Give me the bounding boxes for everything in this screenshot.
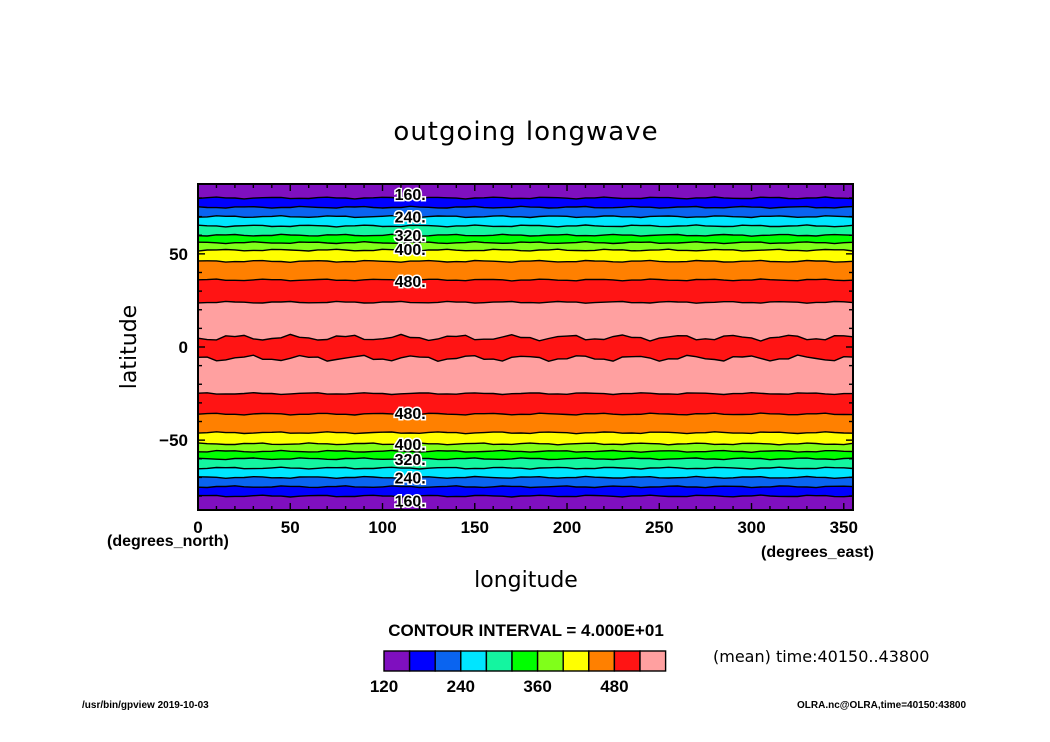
contour-band-16 xyxy=(198,442,853,453)
contour-line-8 xyxy=(197,278,854,282)
x-tick-label: 50 xyxy=(281,518,300,537)
footer-right: OLRA.nc@OLRA,time=40150:43800 xyxy=(797,700,966,711)
contour-line-3 xyxy=(197,224,854,228)
colorbar-cell-8 xyxy=(588,650,616,672)
contour-band-0 xyxy=(198,184,853,199)
x-units-label: (degrees_east) xyxy=(761,544,874,561)
contour-band-2 xyxy=(198,206,853,218)
contour-line-16 xyxy=(197,449,854,454)
x-tick-label: 100 xyxy=(368,518,396,537)
contour-band-3 xyxy=(198,215,853,227)
contour-line-15 xyxy=(197,442,854,446)
contour-band-15 xyxy=(198,431,853,445)
y-units-label: (degrees_north) xyxy=(107,533,229,550)
contour-band-12 xyxy=(198,355,853,395)
contour-band-9 xyxy=(198,279,853,304)
colorbar-labels: 120 240 360 480 xyxy=(370,677,629,696)
colorbar-cell-0 xyxy=(383,650,411,672)
x-tick-label: 350 xyxy=(830,518,858,537)
contour-label-0: 160. xyxy=(395,187,426,204)
contour-band-19 xyxy=(198,467,853,479)
contour-line-4 xyxy=(197,233,854,237)
y-tick-label: 0 xyxy=(179,338,188,357)
contour-band-7 xyxy=(198,249,853,263)
x-tick-label: 0 xyxy=(193,518,202,537)
contour-band-18 xyxy=(198,457,853,470)
axis-ticks xyxy=(197,184,853,510)
colorbar-cell-7 xyxy=(562,650,590,672)
contour-line-18 xyxy=(197,466,854,470)
y-tick-label: −50 xyxy=(159,431,188,450)
contour-band-4 xyxy=(198,224,853,237)
contour-interval-text: CONTOUR INTERVAL = 4.000E+01 xyxy=(388,621,664,640)
time-annotation: (mean) time:40150..43800 xyxy=(713,647,929,666)
contour-line-11 xyxy=(197,354,854,363)
contour-label-2: 320. xyxy=(395,228,426,245)
x-tick-labels: 0 50 100 150 200 250 300 350 xyxy=(193,518,858,537)
chart-title: outgoing longwave xyxy=(393,117,658,147)
contour-line-1 xyxy=(197,205,854,209)
contour-line-12 xyxy=(197,391,853,396)
colorbar xyxy=(383,650,667,672)
contour-line-10 xyxy=(197,333,854,342)
contour-label-8: 240. xyxy=(395,470,426,487)
contour-line-0 xyxy=(197,196,854,200)
contour-band-10 xyxy=(198,301,853,341)
colorbar-label: 120 xyxy=(370,677,398,696)
contour-line-17 xyxy=(197,457,854,461)
contour-line-21 xyxy=(198,494,854,498)
contour-band-11 xyxy=(198,334,853,362)
contour-band-20 xyxy=(198,476,853,488)
contour-line-14 xyxy=(197,431,854,435)
contour-label-4: 480. xyxy=(395,274,426,291)
contour-line-6 xyxy=(197,248,854,252)
contour-line-5 xyxy=(197,240,854,245)
colorbar-cell-10 xyxy=(639,650,667,672)
colorbar-cell-6 xyxy=(536,650,564,672)
y-axis-label: latitude xyxy=(117,305,142,389)
x-tick-label: 250 xyxy=(645,518,673,537)
x-tick-label: 300 xyxy=(737,518,765,537)
contour-band-22 xyxy=(198,495,853,510)
contour-line-19 xyxy=(197,475,854,480)
contour-line-2 xyxy=(197,214,854,219)
contour-line-9 xyxy=(197,300,854,304)
colorbar-cell-4 xyxy=(485,650,513,672)
colorbar-label: 240 xyxy=(447,677,475,696)
contour-band-8 xyxy=(198,260,853,281)
footer-left: /usr/bin/gpview 2019-10-03 xyxy=(82,700,209,711)
y-tick-label: 50 xyxy=(169,245,188,264)
contour-label-7: 320. xyxy=(395,452,426,469)
contour-label-9: 160. xyxy=(395,494,426,511)
contour-line-13 xyxy=(197,412,854,416)
x-tick-label: 150 xyxy=(461,518,489,537)
contour-band-1 xyxy=(198,197,853,209)
x-tick-label: 200 xyxy=(553,518,581,537)
plot-fills xyxy=(198,184,853,510)
colorbar-cell-9 xyxy=(613,650,641,672)
colorbar-cell-2 xyxy=(434,650,462,672)
colorbar-cell-1 xyxy=(408,650,436,672)
contour-band-6 xyxy=(198,241,853,252)
contour-label-1: 240. xyxy=(395,210,426,227)
contour-line-20 xyxy=(197,485,854,489)
colorbar-label: 360 xyxy=(523,677,551,696)
colorbar-label: 480 xyxy=(600,677,628,696)
colorbar-cell-3 xyxy=(460,650,488,672)
contour-label-5: 480. xyxy=(395,406,426,423)
contour-label-3: 400. xyxy=(395,242,426,259)
contour-label-6: 400. xyxy=(395,437,426,454)
contour-band-21 xyxy=(198,485,853,497)
contour-lines xyxy=(197,196,854,498)
contour-line-7 xyxy=(197,259,854,264)
x-axis-label: longitude xyxy=(474,568,578,593)
colorbar-cell-5 xyxy=(511,650,539,672)
contour-band-13 xyxy=(198,392,853,415)
contour-band-14 xyxy=(198,413,853,434)
y-tick-labels: 50 0 −50 xyxy=(159,245,188,450)
